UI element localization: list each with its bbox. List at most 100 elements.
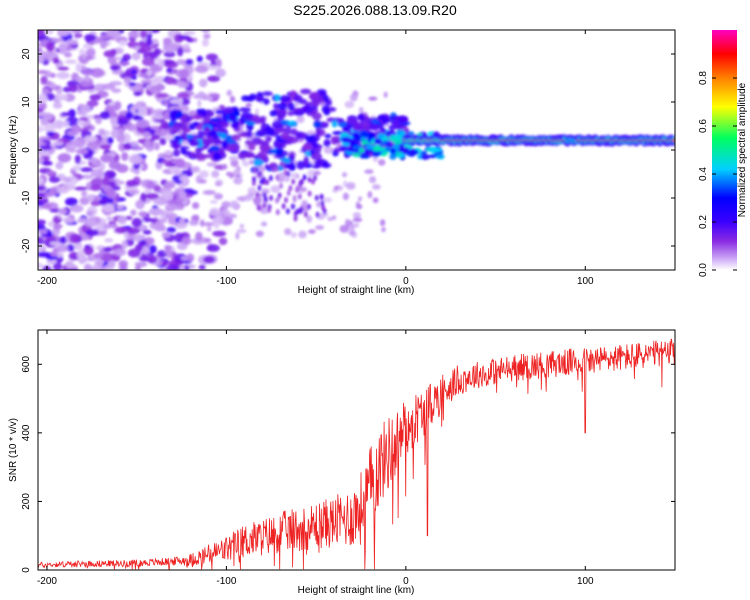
spectrogram-cell bbox=[161, 159, 170, 165]
spectrogram-cell bbox=[389, 148, 397, 154]
spectrogram-cell bbox=[76, 120, 86, 125]
spectrogram-cell bbox=[269, 195, 274, 202]
spectrogram-cell bbox=[69, 140, 77, 146]
snr-frame bbox=[37, 329, 676, 571]
colorbar-label: Normalized spectral amplitude bbox=[737, 82, 748, 217]
spectrogram-cell bbox=[41, 118, 49, 124]
spectrogram-cell bbox=[273, 140, 283, 149]
colorbar-tick-label: 0.6 bbox=[698, 119, 709, 133]
spectrogram-cell bbox=[116, 118, 129, 126]
spectrogram-cell bbox=[342, 192, 349, 201]
spectrogram-cell bbox=[282, 157, 291, 164]
spectrogram-cell bbox=[285, 208, 290, 215]
spectrogram-cell bbox=[131, 217, 143, 228]
spectrogram-cell bbox=[66, 264, 78, 269]
spectrogram-cell bbox=[177, 91, 190, 99]
spectrogram-cell bbox=[73, 241, 83, 250]
spectrogram-cell bbox=[70, 30, 83, 34]
spectrogram-cell bbox=[296, 160, 306, 170]
spectrogram-cell bbox=[122, 53, 132, 61]
spectrogram-cell bbox=[338, 186, 343, 192]
spectrogram-cell bbox=[212, 152, 222, 161]
spectrogram-cell bbox=[188, 140, 200, 147]
spectrogram-cell bbox=[274, 165, 279, 172]
spectrogram-cell bbox=[84, 244, 91, 249]
spectrogram-cell bbox=[65, 244, 75, 252]
spectrogram-cell bbox=[295, 186, 300, 193]
spectrogram-cell bbox=[128, 189, 140, 195]
y-tick-label: -10 bbox=[21, 190, 32, 205]
spectrogram-cell bbox=[228, 155, 239, 162]
spectrogram-cell bbox=[132, 154, 140, 165]
spectrogram-cell bbox=[412, 149, 419, 155]
spectrogram-cell bbox=[252, 167, 257, 174]
spectrogram-cell bbox=[165, 253, 173, 259]
spectrogram-cell bbox=[320, 122, 329, 127]
spectrogram-cell bbox=[191, 237, 206, 245]
spectrogram-cell bbox=[163, 51, 176, 58]
spectrogram-cell bbox=[43, 124, 56, 133]
spectrogram-cell bbox=[215, 58, 222, 69]
spectrogram-cell bbox=[38, 69, 48, 75]
spectrogram-cell bbox=[69, 204, 84, 213]
spectrogram-cell bbox=[198, 78, 208, 88]
spectrogram-cell bbox=[55, 161, 64, 170]
spectrogram-cell bbox=[299, 88, 312, 95]
spectrogram-cell bbox=[214, 181, 223, 187]
spectrogram-cell bbox=[114, 226, 128, 234]
spectrogram-cell bbox=[307, 190, 312, 197]
x-tick-label: -100 bbox=[216, 276, 236, 287]
spectrogram-cell bbox=[403, 147, 410, 154]
spectrogram-cell bbox=[92, 161, 101, 166]
spectrogram-cell bbox=[56, 189, 69, 194]
y-tick-label: 0 bbox=[21, 147, 32, 153]
spectrogram-cell bbox=[64, 59, 77, 65]
spectrogram-cell bbox=[113, 30, 121, 40]
spectrogram-cell bbox=[313, 120, 322, 129]
spectrogram-cell bbox=[296, 115, 305, 124]
spectrogram-cell bbox=[207, 65, 220, 70]
spectrogram-cell bbox=[179, 174, 189, 182]
spectrogram-cell bbox=[130, 69, 137, 75]
spectrogram-cell bbox=[287, 111, 295, 116]
spectrogram-cell bbox=[188, 220, 199, 226]
spectrogram-cell bbox=[379, 141, 387, 146]
spectrogram-cell bbox=[140, 162, 148, 172]
spectrogram-cell bbox=[323, 146, 334, 154]
spectrogram-cell bbox=[48, 83, 57, 89]
spectrogram-cell bbox=[352, 217, 363, 223]
spectrogram-cell bbox=[78, 48, 86, 55]
spectrogram-cell bbox=[107, 55, 117, 64]
spectrogram-cell bbox=[119, 264, 127, 270]
spectrogram-cell bbox=[51, 37, 65, 43]
spectrogram-cell bbox=[103, 246, 113, 253]
spectrogram-cell bbox=[237, 176, 243, 184]
spectrogram-cell bbox=[432, 131, 440, 137]
spectrogram-cell bbox=[283, 169, 288, 176]
spectrogram-cell bbox=[86, 210, 95, 215]
spectrogram-cell bbox=[383, 91, 388, 98]
spectrogram-cell bbox=[357, 113, 365, 121]
spectrogram-cell bbox=[51, 141, 64, 147]
spectrogram-cell bbox=[81, 69, 94, 76]
x-tick-label: -200 bbox=[37, 276, 57, 287]
spectrogram-cell bbox=[189, 190, 198, 195]
spectrogram-cell bbox=[338, 145, 348, 152]
spectrogram-cell bbox=[57, 30, 71, 37]
spectrogram-cell bbox=[111, 88, 122, 93]
spectrogram-cell bbox=[38, 251, 51, 257]
spectrogram-cell bbox=[369, 176, 377, 184]
spectrogram-cell bbox=[85, 229, 99, 236]
spectrogram-cell bbox=[209, 199, 218, 204]
spectrogram-cell bbox=[255, 129, 268, 137]
y-tick-label: 600 bbox=[21, 356, 32, 373]
spectrogram-cell bbox=[126, 227, 141, 235]
spectrogram-cell bbox=[58, 45, 67, 55]
spectrogram-cell bbox=[229, 95, 236, 103]
spectrogram-cell bbox=[149, 86, 157, 94]
spectrogram-cell bbox=[105, 188, 116, 199]
x-tick-label: 0 bbox=[403, 276, 409, 287]
spectrogram-cell bbox=[156, 58, 165, 67]
spectrogram-cell bbox=[99, 144, 112, 150]
snr-y-label: SNR (10 * v/v) bbox=[8, 418, 19, 482]
